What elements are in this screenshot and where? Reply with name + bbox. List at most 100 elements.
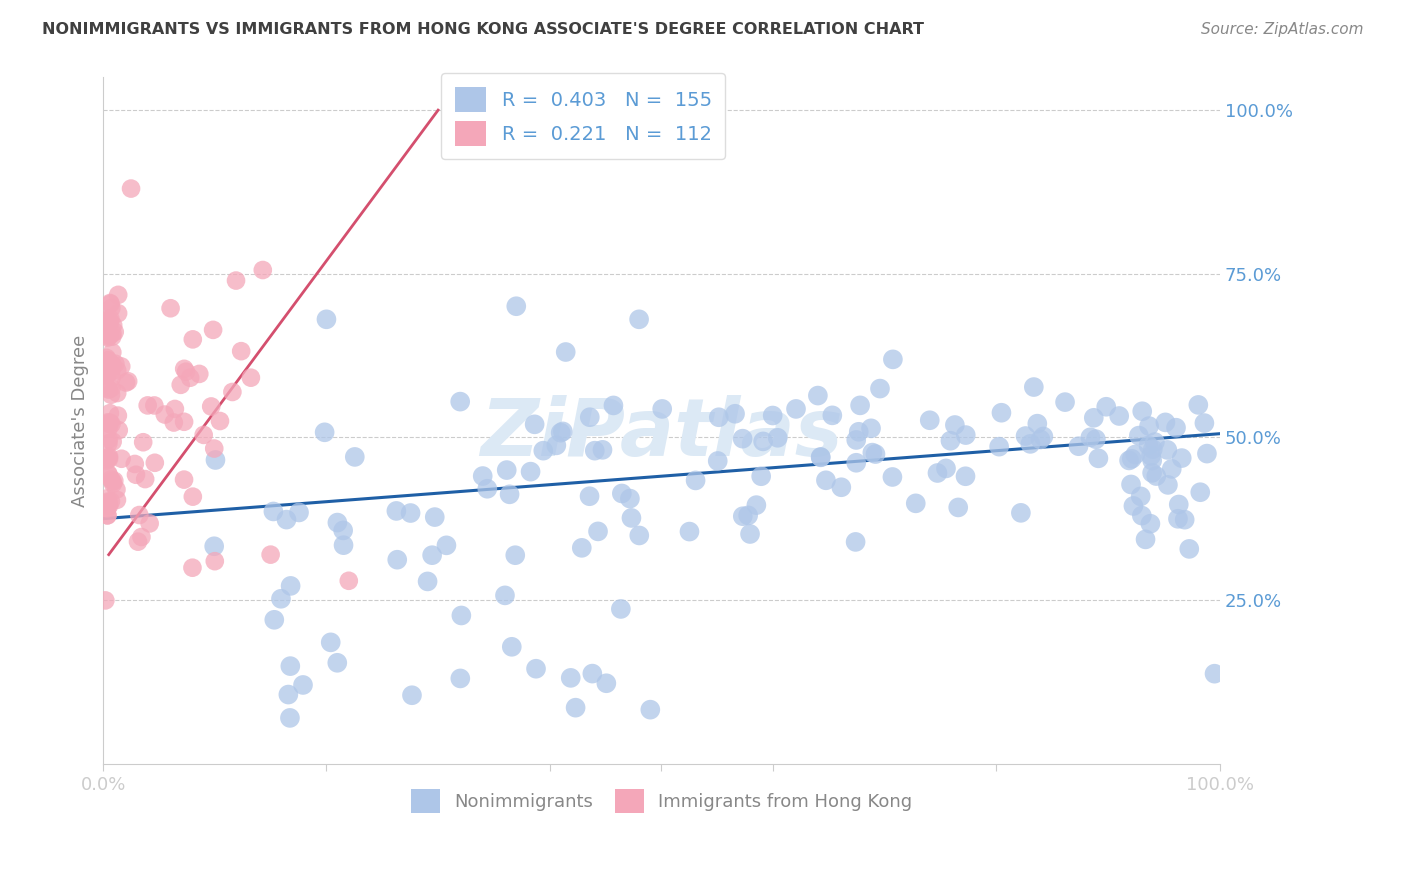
Text: Source: ZipAtlas.com: Source: ZipAtlas.com [1201, 22, 1364, 37]
Point [678, 524, 700, 539]
Point [101, 329, 124, 343]
Point [494, 588, 516, 602]
Point [128, 508, 150, 522]
Point [610, 486, 633, 500]
Point [143, 456, 166, 470]
Point [225, 274, 247, 288]
Point [202, 323, 225, 337]
Point [204, 554, 226, 568]
Point [1087, 451, 1109, 466]
Point [882, 352, 904, 367]
Point [98, 452, 121, 467]
Point [927, 466, 949, 480]
Point [159, 301, 181, 316]
Point [865, 447, 887, 461]
Point [326, 516, 349, 530]
Point [97, 324, 120, 338]
Point [592, 442, 614, 457]
Point [1139, 516, 1161, 531]
Point [1083, 410, 1105, 425]
Point [830, 480, 852, 494]
Point [423, 510, 446, 524]
Point [845, 433, 868, 447]
Point [1067, 439, 1090, 453]
Point [602, 399, 624, 413]
Point [94, 593, 117, 607]
Point [1010, 506, 1032, 520]
Point [97, 383, 120, 397]
Text: NONIMMIGRANTS VS IMMIGRANTS FROM HONG KONG ASSOCIATE'S DEGREE CORRELATION CHART: NONIMMIGRANTS VS IMMIGRANTS FROM HONG KO… [42, 22, 924, 37]
Point [595, 676, 617, 690]
Point [96, 453, 118, 467]
Point [471, 469, 494, 483]
Point [193, 428, 215, 442]
Point [619, 491, 641, 506]
Point [163, 416, 186, 430]
Point [1167, 498, 1189, 512]
Point [98, 315, 121, 329]
Point [762, 409, 785, 423]
Point [173, 361, 195, 376]
Point [231, 344, 253, 359]
Point [1084, 432, 1107, 446]
Point [387, 552, 409, 566]
Point [117, 374, 139, 388]
Point [98, 329, 121, 343]
Point [1157, 478, 1180, 492]
Point [385, 504, 408, 518]
Point [955, 469, 977, 483]
Point [100, 301, 122, 315]
Point [745, 498, 768, 512]
Point [1118, 453, 1140, 467]
Point [104, 357, 127, 371]
Point [96, 508, 118, 523]
Point [586, 524, 609, 539]
Point [276, 513, 298, 527]
Point [581, 666, 603, 681]
Point [651, 401, 673, 416]
Point [401, 688, 423, 702]
Point [449, 672, 471, 686]
Point [519, 465, 541, 479]
Point [560, 671, 582, 685]
Point [96, 381, 118, 395]
Point [505, 299, 527, 313]
Point [810, 450, 832, 464]
Point [752, 434, 775, 449]
Point [131, 530, 153, 544]
Text: ZiPatlas: ZiPatlas [479, 395, 842, 474]
Point [1108, 409, 1130, 423]
Point [170, 377, 193, 392]
Point [143, 399, 166, 413]
Point [1143, 435, 1166, 450]
Point [97, 467, 120, 482]
Point [1178, 541, 1201, 556]
Point [204, 453, 226, 467]
Point [115, 376, 138, 390]
Point [1174, 513, 1197, 527]
Point [495, 463, 517, 477]
Point [1137, 419, 1160, 434]
Point [101, 345, 124, 359]
Point [97, 415, 120, 429]
Point [252, 263, 274, 277]
Point [173, 473, 195, 487]
Point [1130, 404, 1153, 418]
Point [498, 487, 520, 501]
Point [1204, 666, 1226, 681]
Point [524, 662, 547, 676]
Point [314, 425, 336, 440]
Point [551, 425, 574, 439]
Point [1142, 442, 1164, 457]
Point [882, 470, 904, 484]
Point [1128, 428, 1150, 442]
Point [554, 345, 576, 359]
Point [731, 509, 754, 524]
Point [628, 312, 651, 326]
Point [127, 534, 149, 549]
Point [278, 711, 301, 725]
Point [239, 370, 262, 384]
Point [845, 535, 868, 549]
Point [97, 353, 120, 368]
Point [1026, 417, 1049, 431]
